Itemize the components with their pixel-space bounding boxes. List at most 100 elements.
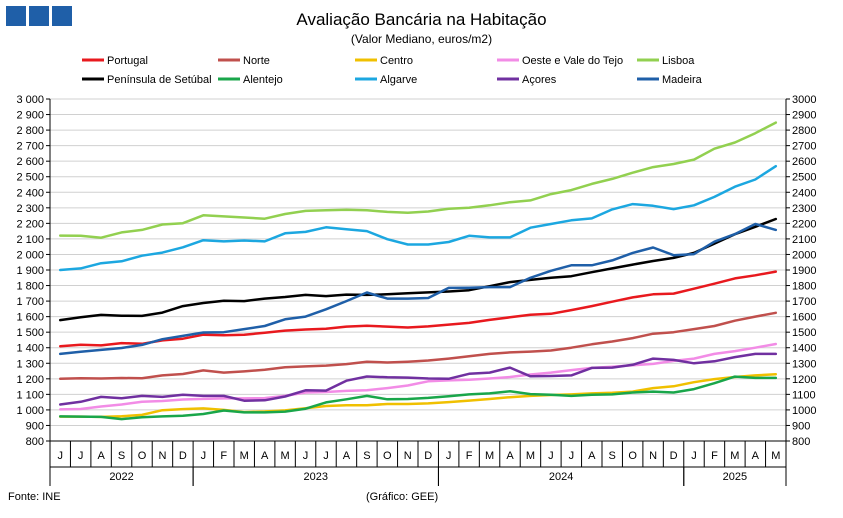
y-tick-label-right: 1800 (792, 281, 816, 293)
x-tick-label: F (220, 450, 227, 462)
legend-label: Madeira (662, 74, 703, 86)
logo-square (29, 6, 49, 26)
y-tick-label: 1 700 (16, 296, 44, 308)
y-tick-label: 2 400 (16, 187, 44, 199)
x-tick-label: J (548, 450, 554, 462)
y-tick-label-right: 2400 (792, 187, 816, 199)
logo-square (52, 6, 72, 26)
x-tick-label: A (343, 450, 351, 462)
y-tick-label-right: 2100 (792, 234, 816, 246)
y-tick-label: 1 600 (16, 312, 44, 324)
legend-label: Centro (380, 55, 413, 67)
logo-square (6, 6, 26, 26)
legend-label: Algarve (380, 74, 417, 86)
y-tick-label: 2 100 (16, 234, 44, 246)
y-tick-label: 1 900 (16, 265, 44, 277)
y-tick-label-right: 2500 (792, 172, 816, 184)
x-tick-label: S (118, 450, 125, 462)
legend-label: Açores (522, 74, 557, 86)
x-tick-label: M (526, 450, 535, 462)
x-tick-label: O (138, 450, 147, 462)
x-tick-label: J (323, 450, 329, 462)
y-tick-label-right: 2700 (792, 141, 816, 153)
y-tick-label-right: 1900 (792, 265, 816, 277)
y-tick-label-right: 2200 (792, 218, 816, 230)
chart-credit: (Gráfico: GEE) (366, 491, 439, 503)
legend-label: Alentejo (243, 74, 283, 86)
y-tick-label: 2 500 (16, 172, 44, 184)
series-line (58, 372, 778, 419)
y-tick-label: 1 300 (16, 358, 44, 370)
x-tick-label: D (424, 450, 432, 462)
y-tick-label-right: 1000 (792, 405, 816, 417)
y-tick-label: 3 000 (16, 94, 44, 106)
series-line (58, 270, 778, 348)
x-tick-label: A (588, 450, 596, 462)
x-tick-label: D (670, 450, 678, 462)
x-tick-label: A (261, 450, 269, 462)
series-line (58, 311, 778, 381)
y-tick-label: 1 500 (16, 327, 44, 339)
x-tick-label: N (158, 450, 166, 462)
x-tick-label: A (752, 450, 760, 462)
x-tick-label: F (711, 450, 718, 462)
year-label: 2023 (304, 471, 328, 483)
y-tick-label: 800 (26, 436, 44, 448)
y-tick-label: 2 000 (16, 249, 44, 261)
y-tick-label: 1 100 (16, 389, 44, 401)
legend-label: Oeste e Vale do Tejo (522, 55, 623, 67)
y-tick-label-right: 1600 (792, 312, 816, 324)
y-tick-label: 1 400 (16, 343, 44, 355)
y-tick-label: 1 200 (16, 374, 44, 386)
x-tick-label: F (466, 450, 473, 462)
x-tick-label: J (691, 450, 697, 462)
y-tick-label: 2 700 (16, 141, 44, 153)
y-tick-label-right: 1100 (792, 389, 816, 401)
series-line (58, 352, 778, 406)
x-tick-label: J (201, 450, 207, 462)
y-tick-label: 1 800 (16, 281, 44, 293)
series-line (58, 222, 778, 356)
x-axis: J J A S O N D J F M A M J J A S O N D J F M A M J J A S O N D J F M A M2022… (49, 440, 787, 486)
x-tick-label: D (179, 450, 187, 462)
series-line (58, 164, 778, 272)
y-tick-label-right: 1300 (792, 358, 816, 370)
y-tick-label-right: 2000 (792, 249, 816, 261)
y-tick-label-right: 3000 (792, 94, 816, 106)
x-tick-label: J (303, 450, 309, 462)
x-tick-label: S (363, 450, 370, 462)
legend-label: Norte (243, 55, 270, 67)
series-line (58, 375, 778, 421)
y-tick-label-right: 2800 (792, 125, 816, 137)
y-tick-label: 2 800 (16, 125, 44, 137)
y-tick-label: 2 200 (16, 218, 44, 230)
legend-label: Península de Setúbal (107, 74, 212, 86)
y-axis-right: 800 900 1000 1100 1200 1300 1400 1500 1600 1700 18… (785, 94, 816, 448)
legend: Portugal Norte Centro Oeste e Vale do Tejo L… (82, 55, 703, 86)
plot-lines (58, 121, 778, 421)
y-tick-label: 900 (26, 420, 44, 432)
series-line (58, 217, 778, 322)
x-tick-label: M (281, 450, 290, 462)
y-tick-label-right: 2600 (792, 156, 816, 168)
chart-subtitle: (Valor Mediano, euros/m2) (350, 32, 493, 46)
y-tick-label-right: 2300 (792, 203, 816, 215)
x-tick-label: J (57, 450, 63, 462)
logo (6, 6, 72, 26)
x-tick-label: M (771, 450, 780, 462)
x-tick-label: A (97, 450, 105, 462)
y-tick-label-right: 1700 (792, 296, 816, 308)
y-tick-label-right: 1200 (792, 374, 816, 386)
year-label: 2022 (109, 471, 133, 483)
x-tick-label: S (609, 450, 616, 462)
x-tick-label: A (506, 450, 514, 462)
legend-label: Portugal (107, 55, 148, 67)
y-tick-label: 2 600 (16, 156, 44, 168)
x-tick-label: N (649, 450, 657, 462)
year-label: 2024 (549, 471, 573, 483)
x-tick-label: N (404, 450, 412, 462)
x-tick-label: J (569, 450, 575, 462)
series-line (58, 342, 778, 411)
x-tick-label: O (383, 450, 392, 462)
